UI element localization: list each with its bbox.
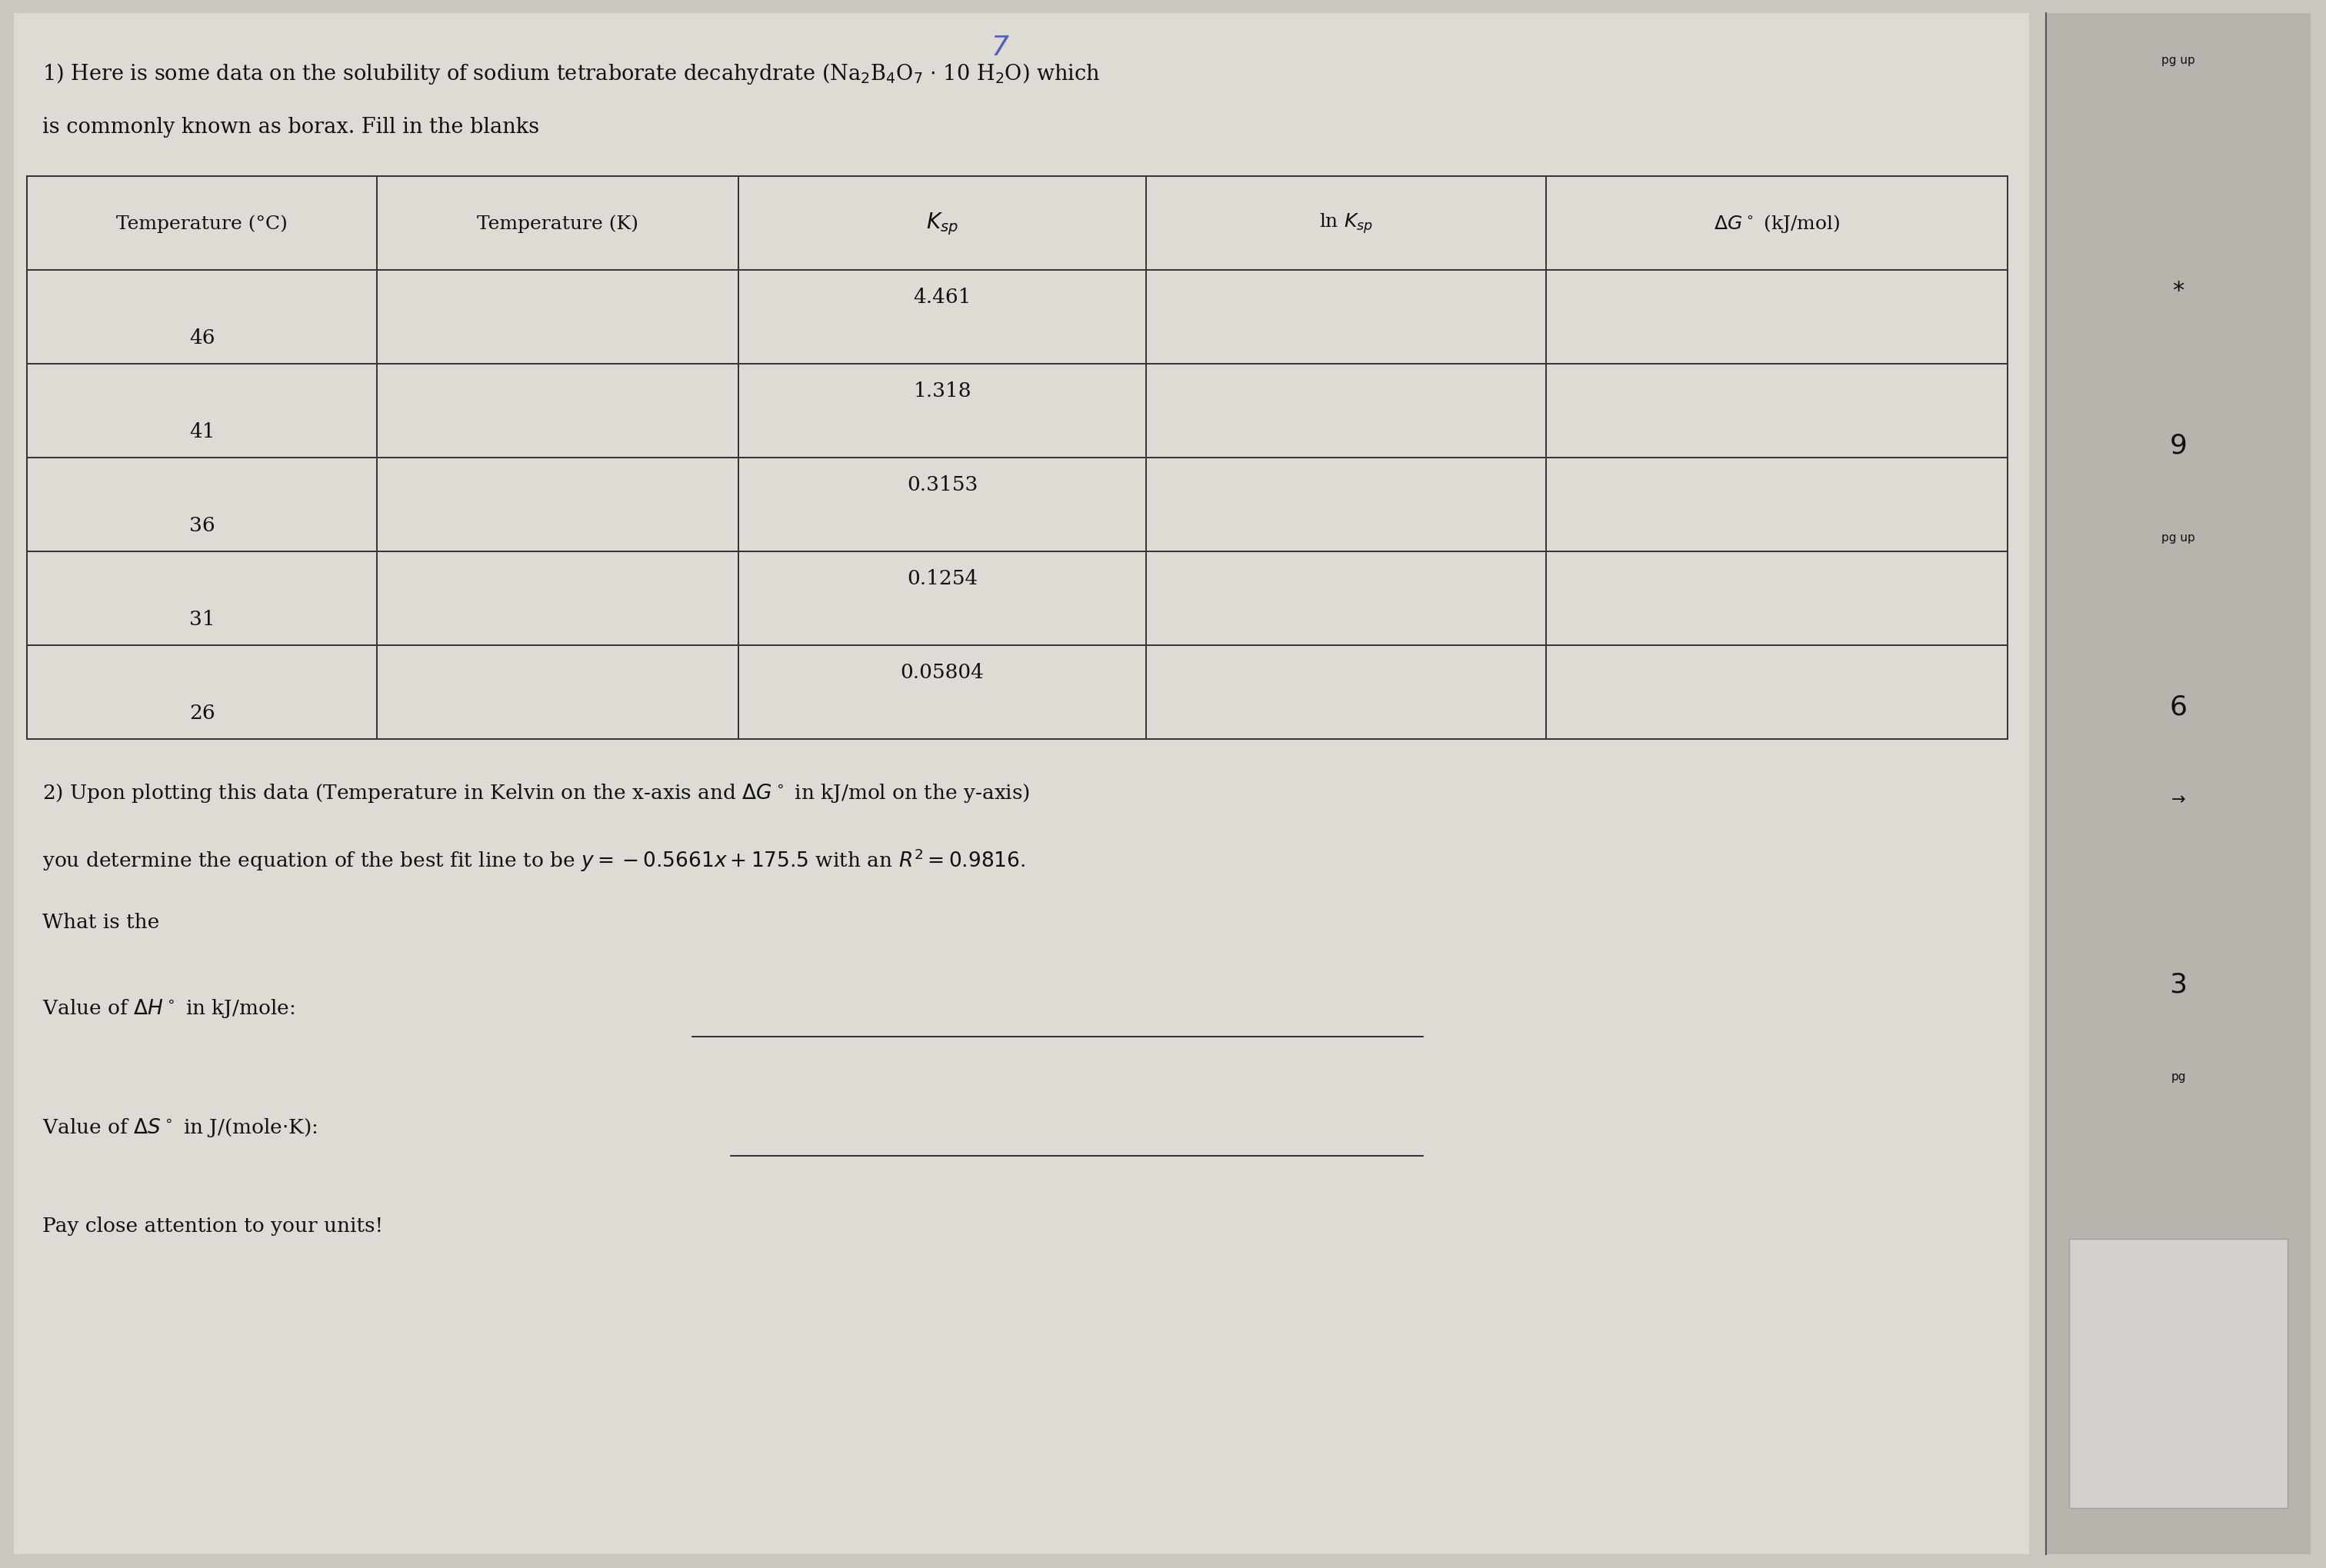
Text: 31: 31 (188, 610, 214, 629)
Text: Value of $\Delta S^\circ$ in J/(mole$\cdot$K):: Value of $\Delta S^\circ$ in J/(mole$\cd… (42, 1116, 319, 1138)
Text: $\Delta G^\circ$ (kJ/mol): $\Delta G^\circ$ (kJ/mol) (1714, 213, 1840, 235)
Text: pg: pg (2170, 1071, 2186, 1082)
Text: 1.318: 1.318 (914, 381, 972, 400)
Text: 36: 36 (188, 516, 214, 535)
Text: What is the: What is the (42, 913, 160, 931)
Text: you determine the equation of the best fit line to be $y = -0.5661x + 175.5$ wit: you determine the equation of the best f… (42, 847, 1026, 873)
Text: *: * (2172, 281, 2184, 303)
Text: 46: 46 (188, 328, 214, 348)
Text: 26: 26 (188, 704, 214, 723)
Text: 0.1254: 0.1254 (907, 569, 977, 588)
Text: 41: 41 (188, 422, 214, 442)
Text: 2) Upon plotting this data (Temperature in Kelvin on the x-axis and $\Delta G^\c: 2) Upon plotting this data (Temperature … (42, 782, 1030, 804)
Bar (14, 14, 2028, 1554)
Text: 9: 9 (2170, 433, 2186, 458)
Text: 1) Here is some data on the solubility of sodium tetraborate decahydrate (Na$_2$: 1) Here is some data on the solubility o… (42, 61, 1100, 86)
Text: Pay close attention to your units!: Pay close attention to your units! (42, 1215, 384, 1236)
Text: 7: 7 (991, 34, 1009, 61)
Text: pg up: pg up (2161, 532, 2196, 543)
Text: →: → (2170, 792, 2186, 808)
Text: ln $K_{sp}$: ln $K_{sp}$ (1319, 212, 1372, 235)
Text: Value of $\Delta H^\circ$ in kJ/mole:: Value of $\Delta H^\circ$ in kJ/mole: (42, 997, 295, 1019)
Text: 0.05804: 0.05804 (900, 662, 984, 682)
Text: Temperature (K): Temperature (K) (477, 215, 637, 232)
Text: is commonly known as borax. Fill in the blanks: is commonly known as borax. Fill in the … (42, 118, 540, 138)
Text: 0.3153: 0.3153 (907, 475, 977, 494)
Bar (2047, 14, 2310, 1554)
Bar (2070, 1239, 2286, 1508)
Text: Temperature (°C): Temperature (°C) (116, 215, 288, 232)
Text: 6: 6 (2170, 695, 2186, 720)
Text: 3: 3 (2170, 971, 2186, 997)
Text: 4.461: 4.461 (914, 287, 972, 306)
Text: pg up: pg up (2161, 55, 2196, 66)
Text: $K_{sp}$: $K_{sp}$ (926, 210, 958, 237)
